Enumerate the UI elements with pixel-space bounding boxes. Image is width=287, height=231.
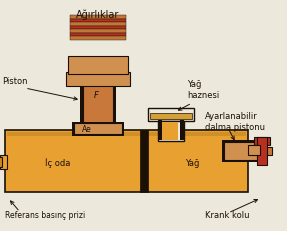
Bar — [72, 122, 124, 136]
Bar — [70, 22, 126, 25]
Bar — [162, 122, 178, 140]
Bar — [148, 108, 194, 121]
Bar — [66, 72, 130, 86]
Bar — [224, 142, 260, 160]
Bar — [257, 137, 267, 165]
Bar — [7, 132, 246, 136]
Text: İç oda: İç oda — [45, 158, 71, 168]
Bar — [70, 25, 126, 29]
Bar — [0, 157, 2, 167]
Text: Yağ: Yağ — [185, 158, 199, 167]
Text: Yağ
haznesi: Yağ haznesi — [187, 80, 219, 100]
Text: Piston: Piston — [2, 77, 28, 86]
Text: Krank kolu: Krank kolu — [205, 210, 249, 219]
Bar — [74, 123, 122, 134]
Bar — [158, 121, 184, 141]
Bar — [252, 147, 272, 155]
Bar — [80, 60, 116, 135]
Bar — [0, 155, 7, 169]
Text: Ağırlıklar: Ağırlıklar — [76, 10, 120, 21]
Bar — [70, 33, 126, 36]
Text: Referans basınç prizi: Referans basınç prizi — [5, 210, 85, 219]
Bar — [254, 137, 270, 145]
Bar — [180, 120, 184, 140]
Bar — [68, 56, 128, 74]
Bar — [248, 145, 260, 155]
Bar — [150, 113, 192, 119]
Bar — [70, 15, 126, 18]
Bar — [5, 130, 248, 192]
Text: F: F — [94, 91, 98, 100]
Bar — [158, 120, 162, 140]
Text: Ae: Ae — [82, 125, 92, 134]
Bar — [70, 18, 126, 22]
Bar — [83, 58, 113, 131]
Text: Ayarlanabilir
dalma pistonu: Ayarlanabilir dalma pistonu — [205, 112, 265, 132]
Bar — [70, 36, 126, 40]
Bar — [70, 29, 126, 33]
Bar — [222, 140, 262, 162]
Bar — [140, 130, 148, 192]
